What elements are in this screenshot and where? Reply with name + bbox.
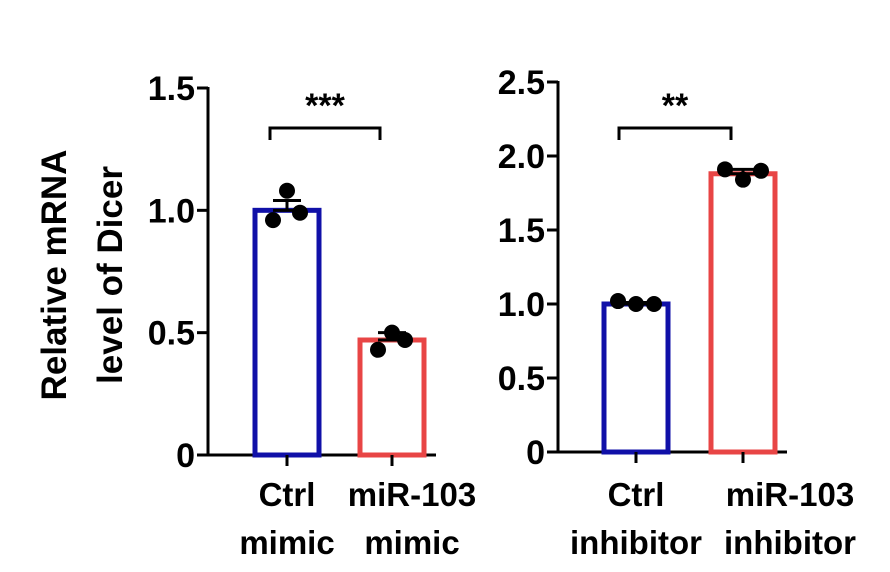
data-point	[735, 171, 751, 188]
bar	[252, 207, 322, 458]
panel-1: 0 0.5 1.0 1.5 Ctrl mimic miR-103 mimic ***	[148, 70, 476, 561]
y-tick-label: 1.0	[148, 192, 195, 230]
bar	[357, 337, 427, 458]
bar	[708, 171, 778, 455]
y-tick-label: 1.0	[498, 286, 545, 324]
data-point	[292, 204, 308, 221]
data-point	[753, 162, 769, 179]
chart-panels: 0 0.5 1.0 1.5 Ctrl mimic miR-103 mimic *** 0 0.5 1.…	[148, 64, 856, 561]
y-axis-title-line1: Relative mRNA	[35, 150, 74, 401]
y-tick-label: 2.5	[498, 64, 545, 102]
significance-bracket	[617, 126, 733, 140]
data-point	[265, 212, 281, 229]
data-point	[370, 341, 386, 358]
x-category-label: mimic	[364, 524, 459, 561]
data-point	[646, 296, 662, 312]
y-tick-label: 0	[176, 437, 195, 475]
panel-2: 0 0.5 1.0 1.5 2.0 2.5 Ctrl inhibitor miR-103 inhi…	[498, 64, 856, 561]
y-tick-label: 0.5	[498, 360, 545, 398]
y-axis-title-line2: level of Dicer	[91, 166, 130, 384]
x-category-label: mimic	[239, 524, 334, 561]
data-point	[279, 182, 295, 199]
x-category-label: inhibitor	[570, 524, 702, 561]
significance-bracket	[268, 126, 382, 140]
significance-label: ***	[305, 87, 345, 125]
y-tick-label: 0.5	[148, 315, 195, 353]
x-category-label: Ctrl	[259, 476, 316, 513]
data-point	[628, 296, 644, 312]
significance-label: **	[662, 87, 689, 125]
x-category-label: Ctrl	[608, 476, 665, 513]
data-point	[397, 332, 413, 349]
data-point	[610, 293, 626, 310]
y-tick-label: 1.5	[148, 70, 195, 108]
bar	[601, 301, 671, 455]
x-category-label: miR-103	[348, 476, 476, 513]
y-axis-title: Relative mRNA level of Dicer	[35, 150, 130, 401]
data-point	[717, 161, 733, 178]
data-point	[384, 324, 400, 341]
x-category-label: inhibitor	[724, 524, 856, 561]
y-tick-label: 2.0	[498, 138, 545, 176]
x-category-label: miR-103	[726, 476, 854, 513]
y-tick-label: 1.5	[498, 212, 545, 250]
y-tick-label: 0	[526, 434, 545, 472]
